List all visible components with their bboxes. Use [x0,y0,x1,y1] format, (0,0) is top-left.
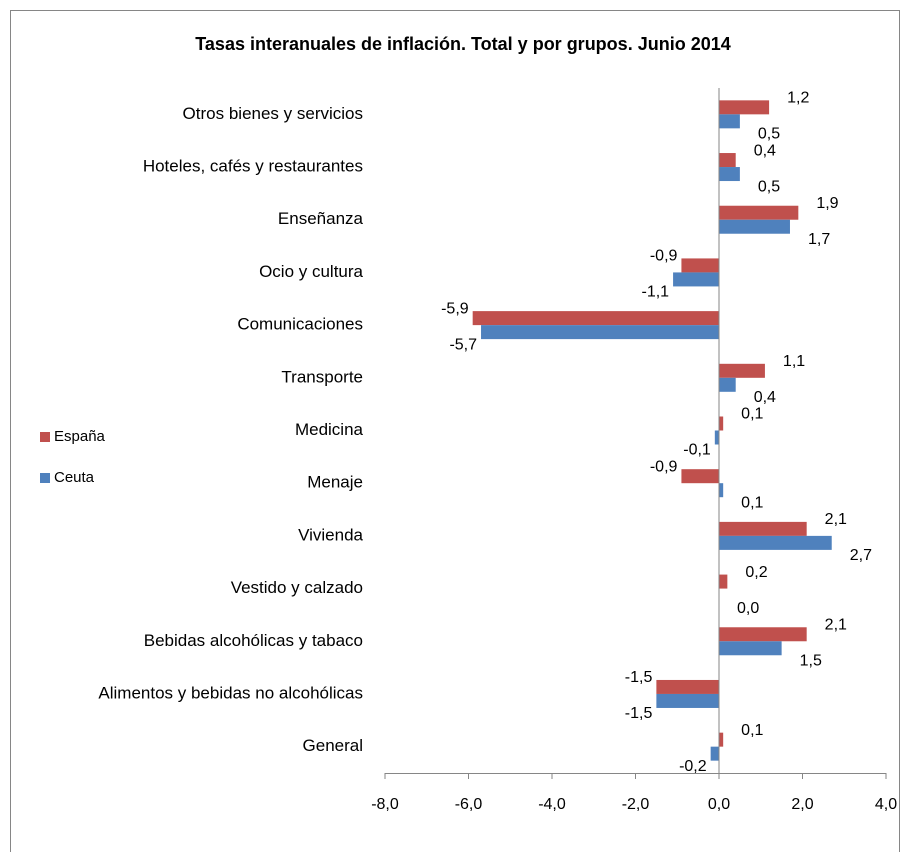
value-label: -0,9 [650,458,678,475]
y-tick-label: Menaje [307,473,363,492]
bar [719,521,807,536]
bar [719,641,782,656]
bar [719,219,790,234]
legend-label: Ceuta [54,469,95,486]
bar [656,679,719,694]
y-tick-label: Hoteles, cafés y restaurantes [143,157,363,176]
value-label: 2,1 [825,511,847,528]
value-label: -0,1 [683,442,711,459]
y-tick-label: Vestido y calzado [231,578,363,597]
value-label: -5,7 [449,336,477,353]
value-label: 0,0 [737,600,759,617]
value-label: 0,2 [745,564,767,581]
y-tick-label: Bebidas alcohólicas y tabaco [144,631,363,650]
bar [719,627,807,642]
y-tick-label: Vivienda [298,525,363,544]
y-tick-label: Enseñanza [278,209,364,228]
bar [719,377,736,392]
bar [714,430,719,445]
bar [719,535,832,550]
value-label: -1,5 [625,705,653,722]
chart-title: Tasas interanuales de inflación. Total y… [195,34,730,54]
bar [656,693,719,708]
value-label: 0,1 [741,494,763,511]
bar [719,205,799,220]
bar [719,416,724,431]
bar [673,272,719,287]
value-label: 2,7 [850,547,872,564]
value-label: 0,5 [758,178,780,195]
y-tick-label: Comunicaciones [237,315,363,334]
value-label: 1,7 [808,231,830,248]
value-label: -1,1 [641,284,669,301]
x-tick-label: -2,0 [622,796,650,813]
value-label: 1,5 [800,652,822,669]
value-label: 0,4 [754,142,776,159]
bar [719,153,736,168]
bar [719,732,724,747]
y-tick-label: Otros bienes y servicios [183,104,363,123]
bar [681,469,719,484]
bar [719,574,728,589]
x-tick-label: -8,0 [371,796,399,813]
bar [710,746,719,761]
legend-swatch [40,432,50,442]
value-label: 1,1 [783,353,805,370]
y-tick-label: General [303,736,363,755]
value-label: -0,2 [679,758,707,775]
chart-border [10,10,900,852]
bar [719,363,765,378]
value-label: -1,5 [625,669,653,686]
bar [719,483,724,498]
bar [719,114,740,129]
value-label: 0,4 [754,389,776,406]
x-tick-label: 0,0 [708,796,730,813]
y-tick-label: Ocio y cultura [259,262,363,281]
y-tick-label: Medicina [295,420,364,439]
value-label: 1,2 [787,90,809,107]
value-label: 0,5 [758,126,780,143]
value-label: 0,1 [741,406,763,423]
value-label: -5,9 [441,300,469,317]
legend-swatch [40,473,50,483]
bar [719,167,740,182]
value-label: 2,1 [825,616,847,633]
y-tick-label: Alimentos y bebidas no alcohólicas [98,683,363,702]
x-tick-label: -6,0 [455,796,483,813]
bar [681,258,719,273]
x-tick-label: 4,0 [875,796,897,813]
legend-label: España [54,428,106,445]
y-tick-label: Transporte [281,367,363,386]
bar [481,325,719,340]
bar [719,100,770,115]
value-label: 0,1 [741,722,763,739]
x-tick-label: -4,0 [538,796,566,813]
value-label: 1,9 [816,195,838,212]
x-tick-label: 2,0 [791,796,813,813]
value-label: -0,9 [650,248,678,265]
bar [472,311,719,326]
